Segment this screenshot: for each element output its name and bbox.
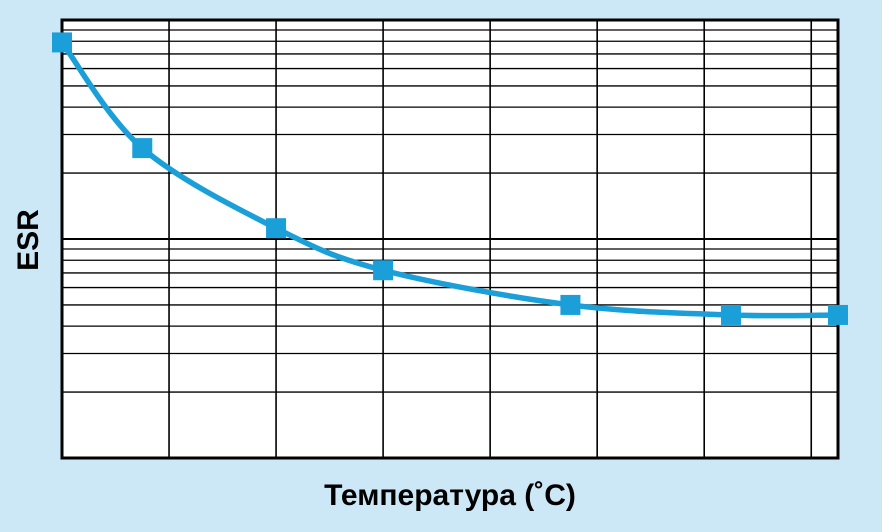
data-point-marker <box>560 294 581 315</box>
data-point-marker <box>373 260 394 281</box>
data-point-marker <box>828 304 848 325</box>
data-point-marker <box>266 218 287 239</box>
y-axis-title: ESR <box>12 209 45 271</box>
horizontal-grid <box>62 29 838 393</box>
plot-frame <box>60 18 840 460</box>
data-point-marker <box>132 138 153 159</box>
series-layer <box>52 32 848 325</box>
data-point-marker <box>720 304 741 325</box>
data-point-marker <box>52 32 72 53</box>
x-axis-title: Температура (˚C) <box>324 479 576 512</box>
